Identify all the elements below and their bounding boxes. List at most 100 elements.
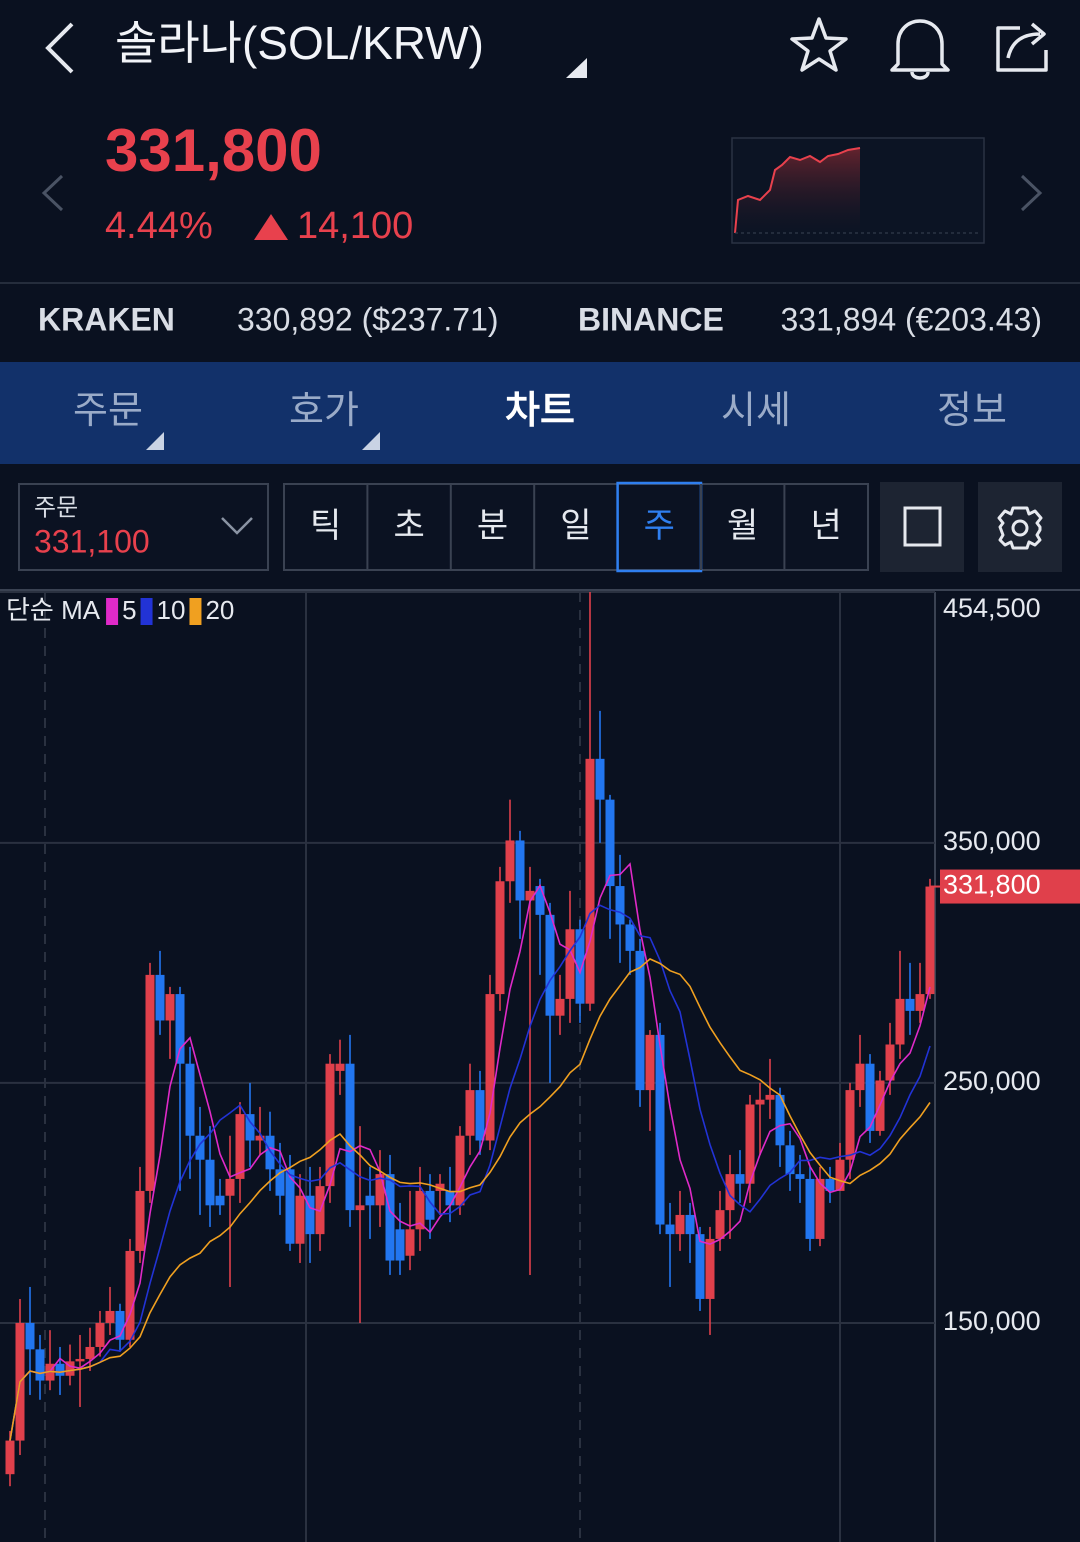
candle-body bbox=[715, 1210, 725, 1239]
ma-legend-label: 10 bbox=[157, 595, 186, 625]
tab[interactable]: 호가 bbox=[289, 390, 359, 432]
candle-body bbox=[705, 1238, 715, 1299]
tab-dropdown bbox=[362, 432, 380, 450]
current-price-label: 331,800 bbox=[943, 870, 1041, 900]
period[interactable]: 틱 bbox=[310, 507, 341, 545]
candle-body bbox=[575, 929, 585, 1004]
layout-button[interactable] bbox=[880, 482, 964, 572]
candle-body bbox=[345, 1063, 355, 1211]
candle-body bbox=[365, 1195, 375, 1206]
candle-body bbox=[565, 929, 575, 999]
plot: 150,000 250,000 350,000 454,500 331,800 bbox=[0, 591, 1080, 1487]
period[interactable]: 월 bbox=[727, 507, 758, 545]
candle-body bbox=[425, 1190, 435, 1220]
candle-body bbox=[625, 924, 635, 951]
candle-body bbox=[95, 1322, 105, 1347]
candle-body bbox=[905, 998, 915, 1011]
candle-body bbox=[355, 1205, 365, 1211]
period-active[interactable]: 주 bbox=[644, 507, 675, 545]
period-group bbox=[283, 483, 869, 571]
candle-body bbox=[275, 1169, 285, 1196]
candle-body bbox=[605, 799, 615, 887]
candle-body bbox=[215, 1195, 225, 1206]
exchange-price: 330,892 ($237.71) bbox=[237, 301, 499, 337]
order-box[interactable] bbox=[18, 483, 269, 571]
candle-body bbox=[235, 1114, 245, 1179]
candle-body bbox=[785, 1145, 795, 1175]
candle-body bbox=[895, 998, 905, 1045]
candle-body bbox=[745, 1104, 755, 1184]
sparkline bbox=[734, 147, 861, 234]
candle-body bbox=[675, 1214, 685, 1235]
candle-body bbox=[405, 1229, 415, 1256]
candle-body bbox=[515, 840, 525, 901]
candle-body bbox=[645, 1034, 655, 1091]
prev-button[interactable] bbox=[41, 174, 64, 212]
ma-legend-title: 단순 MA bbox=[6, 595, 101, 625]
candle-body bbox=[595, 758, 605, 800]
candle-body bbox=[465, 1090, 475, 1136]
ma-legend-label: 5 bbox=[122, 595, 136, 625]
candle-body bbox=[555, 998, 565, 1016]
candle-body bbox=[525, 890, 535, 901]
y-tick-label: 454,500 bbox=[943, 593, 1041, 623]
candle-body bbox=[35, 1349, 45, 1381]
tab[interactable]: 시세 bbox=[721, 390, 791, 432]
candle-body bbox=[415, 1190, 425, 1230]
ma-line bbox=[9, 904, 931, 1441]
candle-body bbox=[825, 1178, 835, 1191]
candle-body bbox=[765, 1094, 775, 1100]
candle-body bbox=[665, 1224, 675, 1235]
next-button[interactable] bbox=[1020, 174, 1043, 212]
candle-body bbox=[685, 1214, 695, 1235]
candle-body bbox=[485, 994, 495, 1141]
favorite-icon[interactable] bbox=[790, 17, 848, 72]
period[interactable]: 일 bbox=[560, 507, 591, 545]
ma-legend-swatch bbox=[189, 598, 202, 625]
change-rate: 4.44% bbox=[105, 205, 213, 247]
candle-body bbox=[805, 1178, 815, 1239]
tab[interactable]: 주문 bbox=[73, 390, 143, 432]
period[interactable]: 초 bbox=[393, 507, 424, 545]
candle-body bbox=[205, 1159, 215, 1206]
candle-body bbox=[115, 1310, 125, 1340]
share-icon[interactable] bbox=[996, 22, 1048, 72]
candle-body bbox=[865, 1063, 875, 1131]
settings-button[interactable] bbox=[978, 482, 1062, 572]
ma-legend: 단순 MA 5 10 20 bbox=[6, 595, 234, 625]
ma-legend-swatch bbox=[106, 598, 119, 625]
candle-body bbox=[155, 974, 165, 1021]
order-dropdown bbox=[221, 517, 253, 535]
candle-body bbox=[755, 1099, 765, 1105]
alarm-icon[interactable] bbox=[890, 19, 950, 80]
candle-body bbox=[855, 1063, 865, 1091]
candle-body bbox=[265, 1135, 275, 1170]
candle-body bbox=[775, 1094, 785, 1146]
candle-body bbox=[615, 886, 625, 925]
candle-body bbox=[255, 1135, 265, 1141]
candle-body bbox=[545, 914, 555, 1016]
candle-body bbox=[295, 1195, 305, 1244]
candle-body bbox=[795, 1174, 805, 1179]
title-dropdown[interactable] bbox=[566, 58, 587, 78]
back-button[interactable] bbox=[45, 22, 74, 74]
order-label: 주문 bbox=[34, 494, 78, 521]
sparkline-area bbox=[735, 148, 860, 233]
period[interactable]: 년 bbox=[810, 507, 841, 545]
tab-dropdown bbox=[146, 432, 164, 450]
candle-body bbox=[245, 1114, 255, 1141]
title: 솔라나(SOL/KRW) bbox=[115, 17, 484, 69]
candle-body bbox=[385, 1174, 395, 1261]
candle-body bbox=[145, 974, 155, 1191]
candle-body bbox=[845, 1090, 855, 1160]
candle-body bbox=[165, 994, 175, 1021]
candle-body bbox=[435, 1183, 445, 1191]
tab[interactable]: 정보 bbox=[937, 390, 1007, 432]
tab-active[interactable]: 차트 bbox=[505, 390, 575, 432]
settings-icon bbox=[997, 506, 1043, 550]
period[interactable]: 분 bbox=[477, 507, 508, 545]
candle-body bbox=[105, 1310, 115, 1323]
candle-body bbox=[185, 1063, 195, 1136]
